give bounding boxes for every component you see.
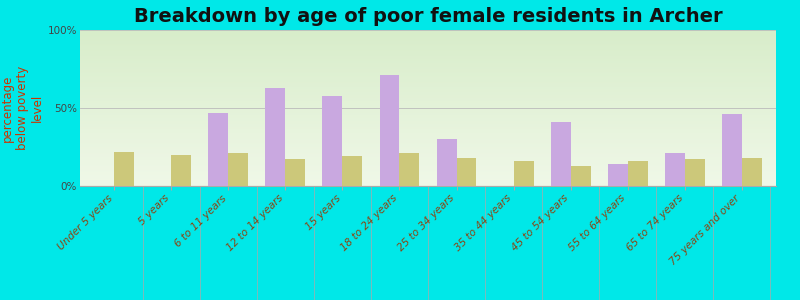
Bar bbox=[722, 114, 742, 186]
Bar bbox=[228, 153, 248, 186]
Bar bbox=[379, 75, 399, 186]
Bar bbox=[514, 161, 534, 186]
Bar bbox=[286, 160, 306, 186]
Bar bbox=[608, 164, 628, 186]
Bar bbox=[628, 161, 648, 186]
Bar bbox=[742, 158, 762, 186]
Bar bbox=[114, 152, 134, 186]
Y-axis label: percentage
below poverty
level: percentage below poverty level bbox=[1, 66, 43, 150]
Bar bbox=[437, 139, 457, 186]
Bar bbox=[665, 153, 685, 186]
Bar bbox=[457, 158, 477, 186]
Bar bbox=[322, 95, 342, 186]
Bar bbox=[550, 122, 570, 186]
Bar bbox=[208, 113, 228, 186]
Bar bbox=[570, 166, 590, 186]
Title: Breakdown by age of poor female residents in Archer: Breakdown by age of poor female resident… bbox=[134, 7, 722, 26]
Bar bbox=[685, 160, 705, 186]
Bar bbox=[266, 88, 286, 186]
Bar bbox=[399, 153, 419, 186]
Bar bbox=[342, 156, 362, 186]
Bar bbox=[171, 155, 191, 186]
